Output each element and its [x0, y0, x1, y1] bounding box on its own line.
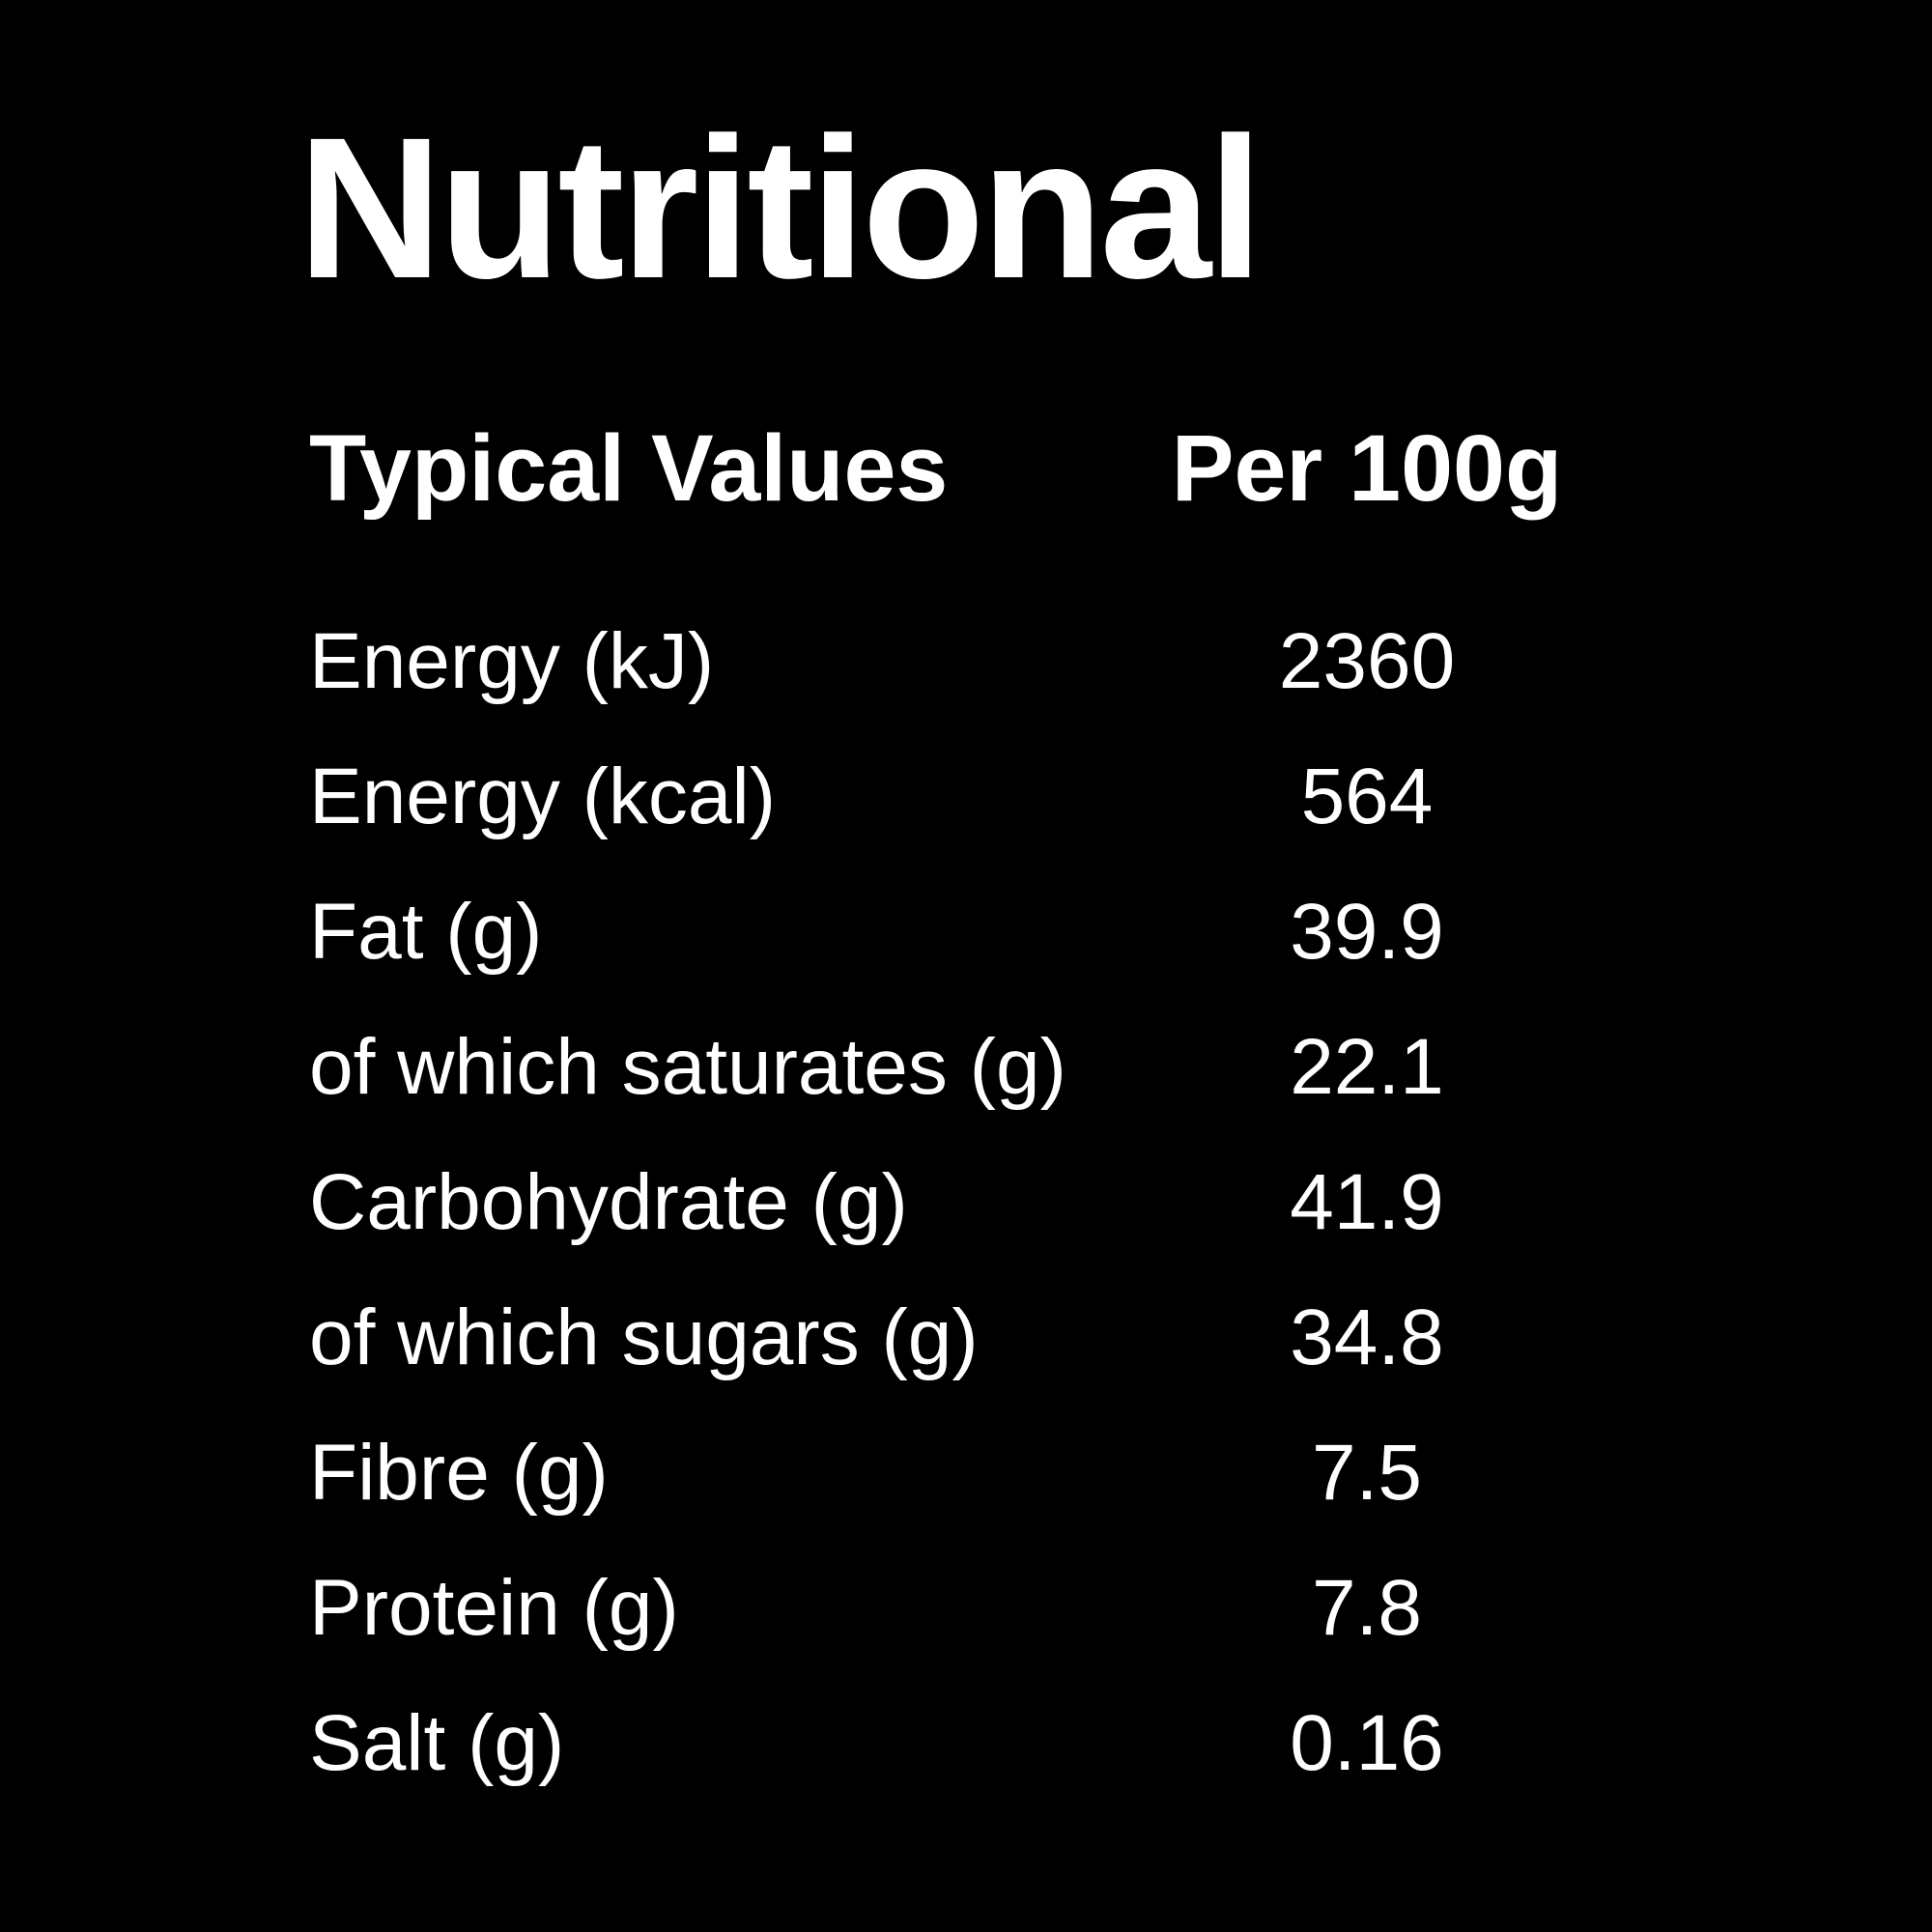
table-row: Fibre (g) 7.5 [309, 1406, 1623, 1541]
row-value: 0.16 [1290, 1699, 1444, 1787]
table-body: Energy (kJ) 2360 Energy (kcal) 564 Fat (… [309, 594, 1623, 1811]
row-label: Protein (g) [309, 1564, 679, 1652]
row-label: Energy (kJ) [309, 617, 715, 705]
table-header-row: Typical Values Per 100g [309, 411, 1623, 526]
row-value: 2360 [1278, 617, 1456, 705]
table-row: Carbohydrate (g) 41.9 [309, 1135, 1623, 1270]
row-value: 41.9 [1290, 1158, 1444, 1246]
row-value: 34.8 [1290, 1293, 1444, 1381]
page-title: Nutritional [298, 97, 1264, 321]
row-label: Salt (g) [309, 1699, 565, 1787]
row-value: 564 [1300, 753, 1434, 840]
table-row: of which sugars (g) 34.8 [309, 1270, 1623, 1406]
row-value: 7.8 [1312, 1564, 1422, 1652]
row-label: Fat (g) [309, 888, 543, 976]
row-label: Carbohydrate (g) [309, 1158, 908, 1246]
table-row: Salt (g) 0.16 [309, 1676, 1623, 1811]
row-label: Energy (kcal) [309, 753, 777, 840]
column-header-typical-values: Typical Values [309, 415, 949, 521]
table-row: Energy (kJ) 2360 [309, 594, 1623, 729]
row-label: Fibre (g) [309, 1429, 609, 1517]
table-row: Protein (g) 7.8 [309, 1541, 1623, 1676]
row-value: 39.9 [1290, 888, 1444, 976]
table-row: Energy (kcal) 564 [309, 729, 1623, 865]
row-value: 22.1 [1290, 1023, 1444, 1111]
column-header-per-100g: Per 100g [1171, 415, 1563, 521]
table-row: of which saturates (g) 22.1 [309, 1000, 1623, 1135]
table-row: Fat (g) 39.9 [309, 865, 1623, 1000]
row-value: 7.5 [1312, 1429, 1422, 1517]
row-label: of which saturates (g) [309, 1023, 1066, 1111]
row-label: of which sugars (g) [309, 1293, 979, 1381]
